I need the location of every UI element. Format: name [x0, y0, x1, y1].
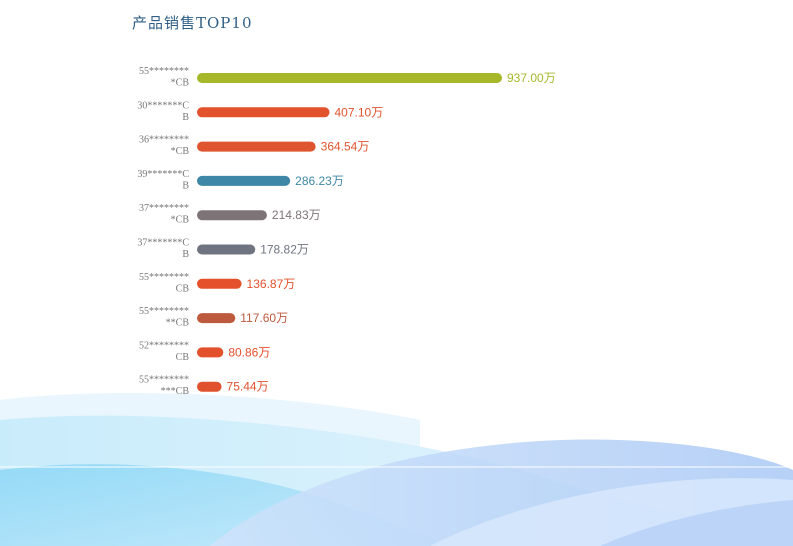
category-label-5: 37******** *CB — [139, 203, 189, 226]
category-label-line: 37******** — [139, 203, 189, 214]
category-label-line: B — [182, 112, 189, 123]
bar-6 — [197, 244, 256, 255]
category-label-line: 39*******C — [137, 169, 189, 180]
category-label-3: 36******** *CB — [139, 135, 189, 158]
category-label-line: 55******** — [139, 375, 189, 386]
category-label-line: CB — [176, 352, 190, 363]
value-label-9: 80.86万 — [228, 345, 270, 359]
category-label-10: 55******** ***CB — [139, 375, 189, 398]
category-label-6: 37*******C B — [137, 238, 189, 261]
category-label-line: CB — [176, 283, 190, 294]
category-label-line: 55******** — [139, 66, 189, 77]
category-label-line: B — [182, 180, 189, 191]
value-label-10: 75.44万 — [227, 380, 269, 394]
category-label-line: *CB — [171, 215, 190, 226]
value-label-1: 937.00万 — [507, 71, 556, 85]
category-label-line: 37*******C — [137, 238, 189, 249]
category-label-line: 55******** — [139, 306, 189, 317]
bar-5 — [197, 210, 267, 221]
category-label-line: 55******** — [139, 272, 189, 283]
bar-7 — [197, 278, 242, 289]
value-label-8: 117.60万 — [240, 311, 288, 325]
category-label-line: 52******** — [139, 340, 189, 351]
category-label-9: 52******** CB — [139, 340, 189, 363]
category-label-line: *CB — [171, 146, 190, 157]
value-label-2: 407.10万 — [335, 105, 384, 119]
bar-2 — [197, 107, 330, 118]
category-label-line: 30*******C — [137, 100, 189, 111]
value-label-3: 364.54万 — [321, 140, 370, 154]
chart-title: 产品销售TOP10 — [132, 14, 253, 32]
category-label-line: *CB — [171, 78, 190, 89]
category-label-line: B — [182, 249, 189, 260]
value-label-5: 214.83万 — [272, 208, 321, 222]
value-label-6: 178.82万 — [260, 243, 309, 257]
category-label-1: 55******** *CB — [139, 66, 189, 89]
bar-8 — [197, 313, 236, 324]
category-label-4: 39*******C B — [137, 169, 189, 192]
value-label-7: 136.87万 — [247, 277, 296, 291]
bar-10 — [197, 381, 222, 392]
category-label-line: **CB — [166, 318, 190, 329]
category-label-8: 55******** **CB — [139, 306, 189, 329]
bar-3 — [197, 141, 316, 152]
bar-1 — [197, 73, 502, 83]
category-label-2: 30*******C B — [137, 100, 189, 123]
value-label-4: 286.23万 — [295, 174, 344, 188]
bar-4 — [197, 175, 291, 186]
category-label-line: 36******** — [139, 135, 189, 146]
category-label-7: 55******** CB — [139, 272, 189, 295]
bar-9 — [197, 347, 224, 358]
category-label-line: ***CB — [161, 386, 190, 397]
